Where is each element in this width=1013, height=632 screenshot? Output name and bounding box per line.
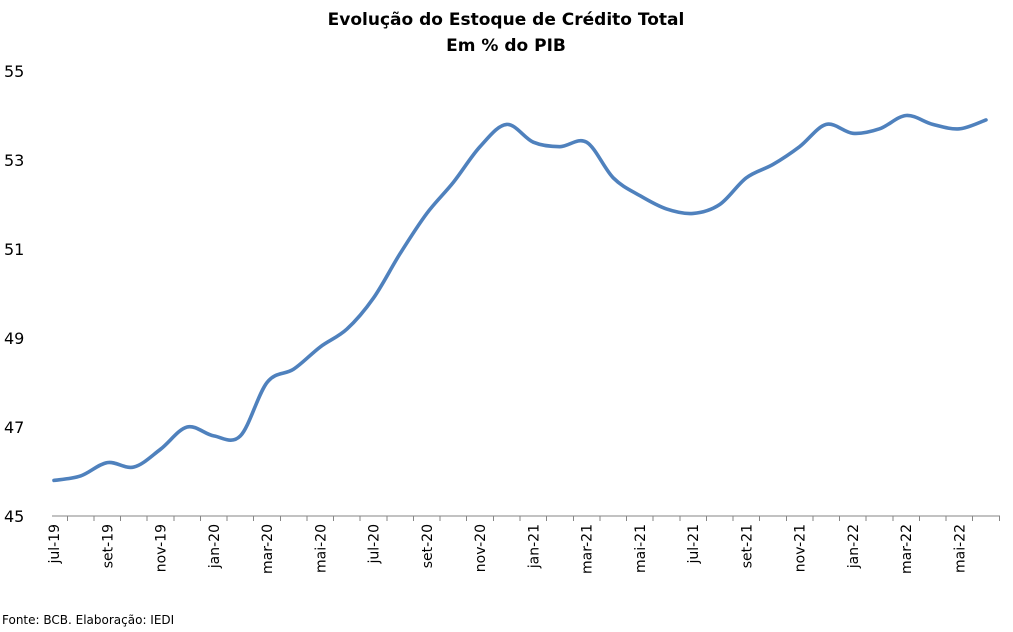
x-tick-label: nov-20 (473, 524, 489, 572)
x-tick-label: mar-21 (580, 524, 596, 574)
x-tick-label: jan-20 (207, 524, 223, 569)
series-line (52, 113, 988, 483)
x-tick-label: mar-20 (260, 524, 276, 574)
chart-title: Evolução do Estoque de Crédito Total (328, 10, 685, 30)
x-tick-label: mai-21 (633, 524, 649, 573)
x-tick-label: set-21 (739, 524, 755, 568)
x-tick-label: mai-22 (952, 524, 968, 573)
y-axis: 45 47 49 51 53 55 (4, 62, 24, 526)
y-tick-label: 51 (4, 240, 24, 259)
x-tick-label: jul-19 (47, 524, 63, 565)
x-tick-label: jan-22 (846, 524, 862, 569)
x-tick-label: jul-20 (367, 524, 383, 565)
chart-subtitle: Em % do PIB (446, 36, 566, 56)
y-tick-label: 47 (4, 418, 24, 437)
x-tick-label: jul-21 (686, 524, 702, 565)
y-tick-label: 53 (4, 151, 24, 170)
x-axis: jul-19 set-19 nov-19 jan-20 mar-20 mai-20 jul-… (47, 515, 1000, 574)
x-tick-label: set-20 (420, 524, 436, 568)
y-tick-label: 45 (4, 507, 24, 526)
y-tick-label: 55 (4, 62, 24, 81)
source-note: Fonte: BCB. Elaboração: IEDI (2, 613, 174, 627)
x-tick-label: set-19 (100, 524, 116, 568)
x-tick-label: mai-20 (313, 524, 329, 573)
y-tick-label: 49 (4, 329, 24, 348)
x-tick-label: nov-21 (793, 524, 809, 572)
x-tick-label: nov-19 (154, 524, 170, 572)
x-tick-label: mar-22 (899, 524, 915, 574)
series-layer (52, 113, 988, 483)
x-tick-label: jan-21 (526, 524, 542, 569)
